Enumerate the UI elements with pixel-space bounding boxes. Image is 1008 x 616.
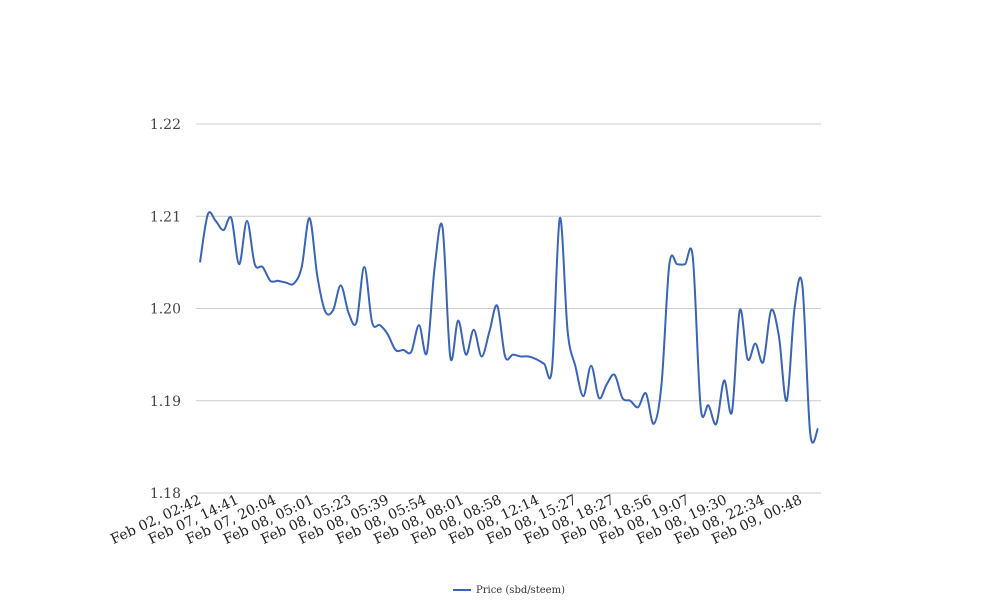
y-tick-label: 1.21 [150,209,181,225]
y-axis-ticks: 1.22 1.21 1.20 1.19 1.18 [150,117,181,502]
y-tick-label: 1.19 [150,394,181,410]
legend: Price (sbd/steem) [453,585,565,596]
series-line [199,211,819,444]
y-tick-label: 1.18 [150,486,181,502]
legend-label: Price (sbd/steem) [476,585,565,596]
y-tick-label: 1.22 [150,117,181,133]
y-tick-label: 1.20 [150,302,181,318]
series-group [199,211,819,444]
grid-lines [196,123,821,494]
